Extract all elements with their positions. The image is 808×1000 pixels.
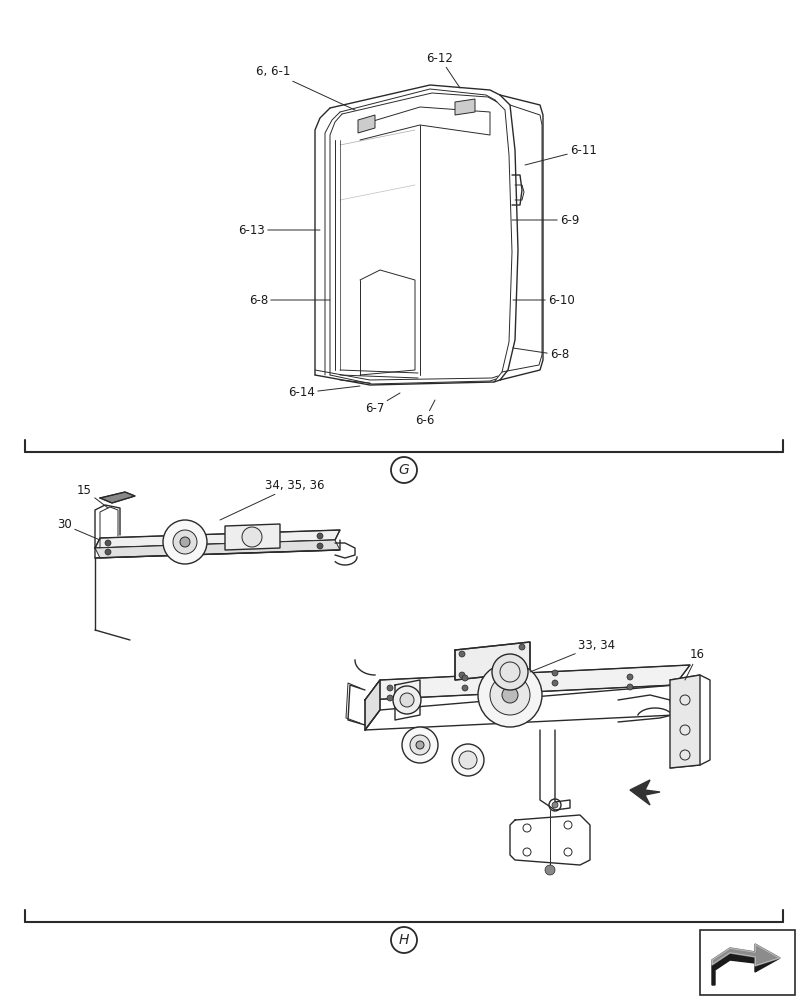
Polygon shape bbox=[712, 944, 780, 985]
Circle shape bbox=[400, 693, 414, 707]
Text: 6-12: 6-12 bbox=[427, 51, 460, 88]
Circle shape bbox=[519, 644, 525, 650]
Circle shape bbox=[462, 675, 468, 681]
Circle shape bbox=[492, 654, 528, 690]
Polygon shape bbox=[95, 540, 340, 558]
Text: 6-13: 6-13 bbox=[238, 224, 320, 236]
Circle shape bbox=[452, 744, 484, 776]
Bar bbox=[700, 930, 795, 995]
Polygon shape bbox=[670, 675, 700, 768]
Polygon shape bbox=[358, 115, 375, 133]
Text: 6, 6-1: 6, 6-1 bbox=[255, 66, 355, 110]
Polygon shape bbox=[630, 780, 660, 805]
Text: 6-9: 6-9 bbox=[512, 214, 579, 227]
Circle shape bbox=[502, 687, 518, 703]
Circle shape bbox=[393, 686, 421, 714]
Text: H: H bbox=[399, 933, 409, 947]
Circle shape bbox=[402, 727, 438, 763]
Circle shape bbox=[552, 680, 558, 686]
Text: 30: 30 bbox=[57, 518, 100, 540]
Text: 6-10: 6-10 bbox=[513, 294, 574, 306]
Text: 6-8: 6-8 bbox=[249, 294, 330, 306]
Circle shape bbox=[105, 549, 111, 555]
Circle shape bbox=[180, 537, 190, 547]
Circle shape bbox=[459, 672, 465, 678]
Polygon shape bbox=[95, 530, 340, 548]
Circle shape bbox=[317, 533, 323, 539]
Circle shape bbox=[478, 663, 542, 727]
Circle shape bbox=[627, 684, 633, 690]
Circle shape bbox=[459, 651, 465, 657]
Circle shape bbox=[519, 665, 525, 671]
Circle shape bbox=[416, 741, 424, 749]
Polygon shape bbox=[712, 944, 780, 966]
Circle shape bbox=[552, 802, 558, 808]
Circle shape bbox=[627, 674, 633, 680]
Circle shape bbox=[317, 543, 323, 549]
Circle shape bbox=[459, 751, 477, 769]
Text: 34, 35, 36: 34, 35, 36 bbox=[220, 479, 325, 520]
Circle shape bbox=[490, 675, 530, 715]
Circle shape bbox=[387, 695, 393, 701]
Circle shape bbox=[462, 685, 468, 691]
Text: G: G bbox=[398, 463, 410, 477]
Circle shape bbox=[105, 540, 111, 546]
Text: 16: 16 bbox=[685, 648, 705, 680]
Circle shape bbox=[163, 520, 207, 564]
Polygon shape bbox=[365, 680, 380, 730]
Text: 15: 15 bbox=[77, 484, 108, 508]
Circle shape bbox=[242, 527, 262, 547]
Circle shape bbox=[173, 530, 197, 554]
Text: 6-11: 6-11 bbox=[525, 143, 597, 165]
Text: 33, 34: 33, 34 bbox=[530, 639, 615, 672]
Polygon shape bbox=[455, 642, 530, 680]
Text: 6-7: 6-7 bbox=[365, 393, 400, 414]
Circle shape bbox=[545, 865, 555, 875]
Circle shape bbox=[391, 927, 417, 953]
Polygon shape bbox=[100, 492, 135, 503]
Polygon shape bbox=[365, 665, 690, 700]
Text: 6-14: 6-14 bbox=[288, 386, 360, 399]
Text: 6-6: 6-6 bbox=[415, 400, 435, 426]
Polygon shape bbox=[455, 99, 475, 115]
Polygon shape bbox=[225, 524, 280, 550]
Circle shape bbox=[387, 685, 393, 691]
Text: 6-8: 6-8 bbox=[513, 348, 570, 361]
Circle shape bbox=[410, 735, 430, 755]
Circle shape bbox=[552, 670, 558, 676]
Circle shape bbox=[391, 457, 417, 483]
